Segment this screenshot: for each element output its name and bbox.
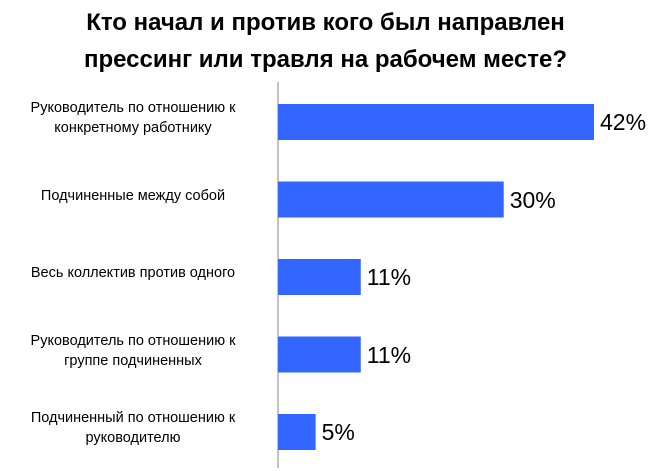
bar-4 [278, 336, 361, 373]
category-label-2: Подчиненные между собой [40, 187, 226, 204]
value-label-2: 30% [509, 186, 556, 213]
chart-title-line-1: Кто начал и против кого был направлен [86, 9, 565, 36]
chart-title: Кто начал и против кого был направлен пр… [0, 4, 651, 78]
category-label-3: Весь коллектив против одного [30, 265, 236, 281]
bar-2 [278, 181, 504, 218]
value-label-5: 5% [321, 419, 355, 445]
value-label-3: 11% [366, 264, 412, 290]
category-label-5: Подчиненный по отношению к руководителю [30, 410, 236, 446]
bar-5 [278, 414, 316, 450]
category-label-1: Руководитель по отношению к конкретному … [30, 100, 236, 136]
bar-3 [278, 259, 361, 295]
value-label-4: 11% [366, 341, 412, 368]
value-label-1: 42% [600, 109, 647, 135]
bar-1 [278, 104, 594, 140]
chart-title-line-2: прессинг или травля на рабочем месте? [83, 46, 568, 73]
category-label-4: Руководитель по отношению к группе подчи… [30, 332, 236, 369]
